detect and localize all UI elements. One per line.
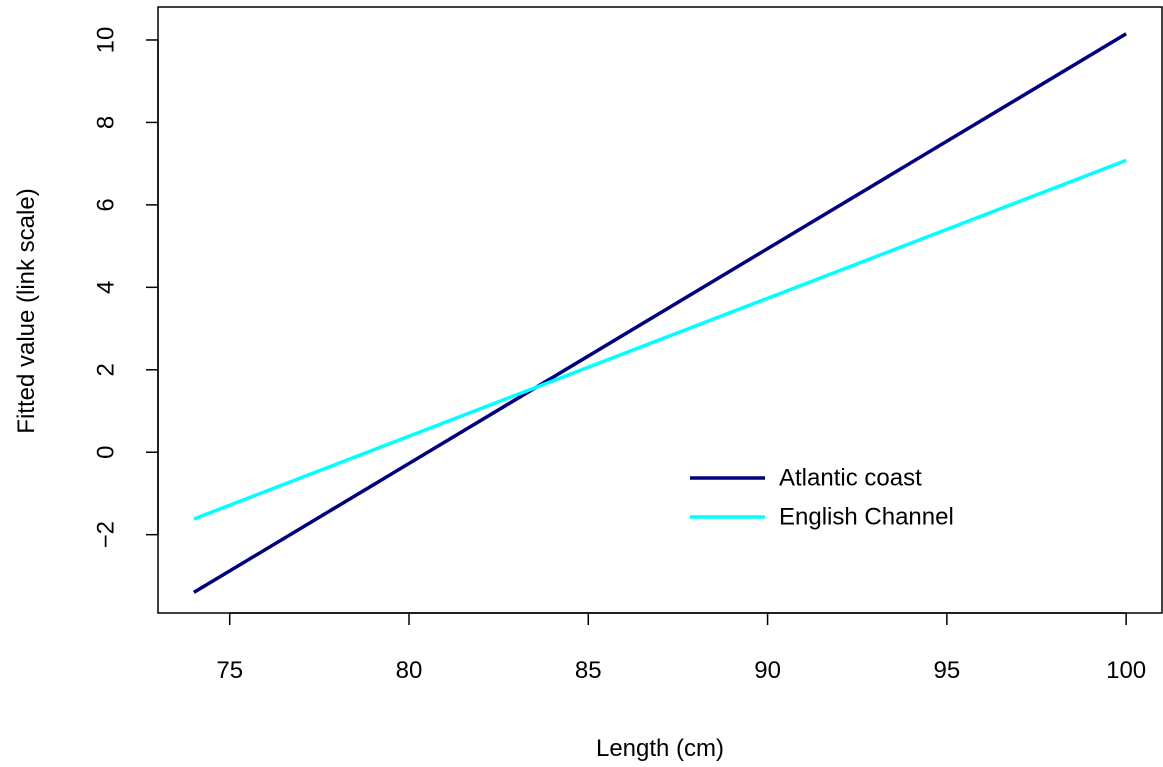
x-axis: 75 80 85 90 95 100 — [216, 612, 1146, 684]
y-tick-label: 6 — [93, 198, 120, 211]
y-tick-label: 8 — [93, 116, 120, 129]
y-axis-title: Fitted value (link scale) — [13, 188, 40, 433]
legend-label: Atlantic coast — [779, 465, 922, 492]
y-tick-label: 4 — [93, 281, 120, 294]
y-tick-label: 10 — [93, 27, 120, 54]
x-axis-title: Length (cm) — [596, 735, 724, 762]
x-tick-label: 100 — [1106, 657, 1146, 684]
series-line-english-channel — [193, 158, 1127, 521]
y-tick-label: 2 — [93, 363, 120, 376]
legend-label: English Channel — [779, 504, 954, 531]
x-tick-label: 80 — [396, 657, 423, 684]
y-tick-label: −2 — [93, 521, 120, 548]
y-tick-label: 0 — [93, 446, 120, 459]
y-axis: −2 0 2 4 6 8 10 — [93, 27, 159, 548]
x-tick-label: 75 — [216, 657, 243, 684]
x-tick-label: 95 — [934, 657, 961, 684]
x-tick-label: 90 — [754, 657, 781, 684]
legend: Atlantic coast English Channel — [690, 465, 954, 531]
series-layer — [192, 32, 1128, 594]
series-line-atlantic-coast — [192, 32, 1128, 594]
x-tick-label: 85 — [575, 657, 602, 684]
